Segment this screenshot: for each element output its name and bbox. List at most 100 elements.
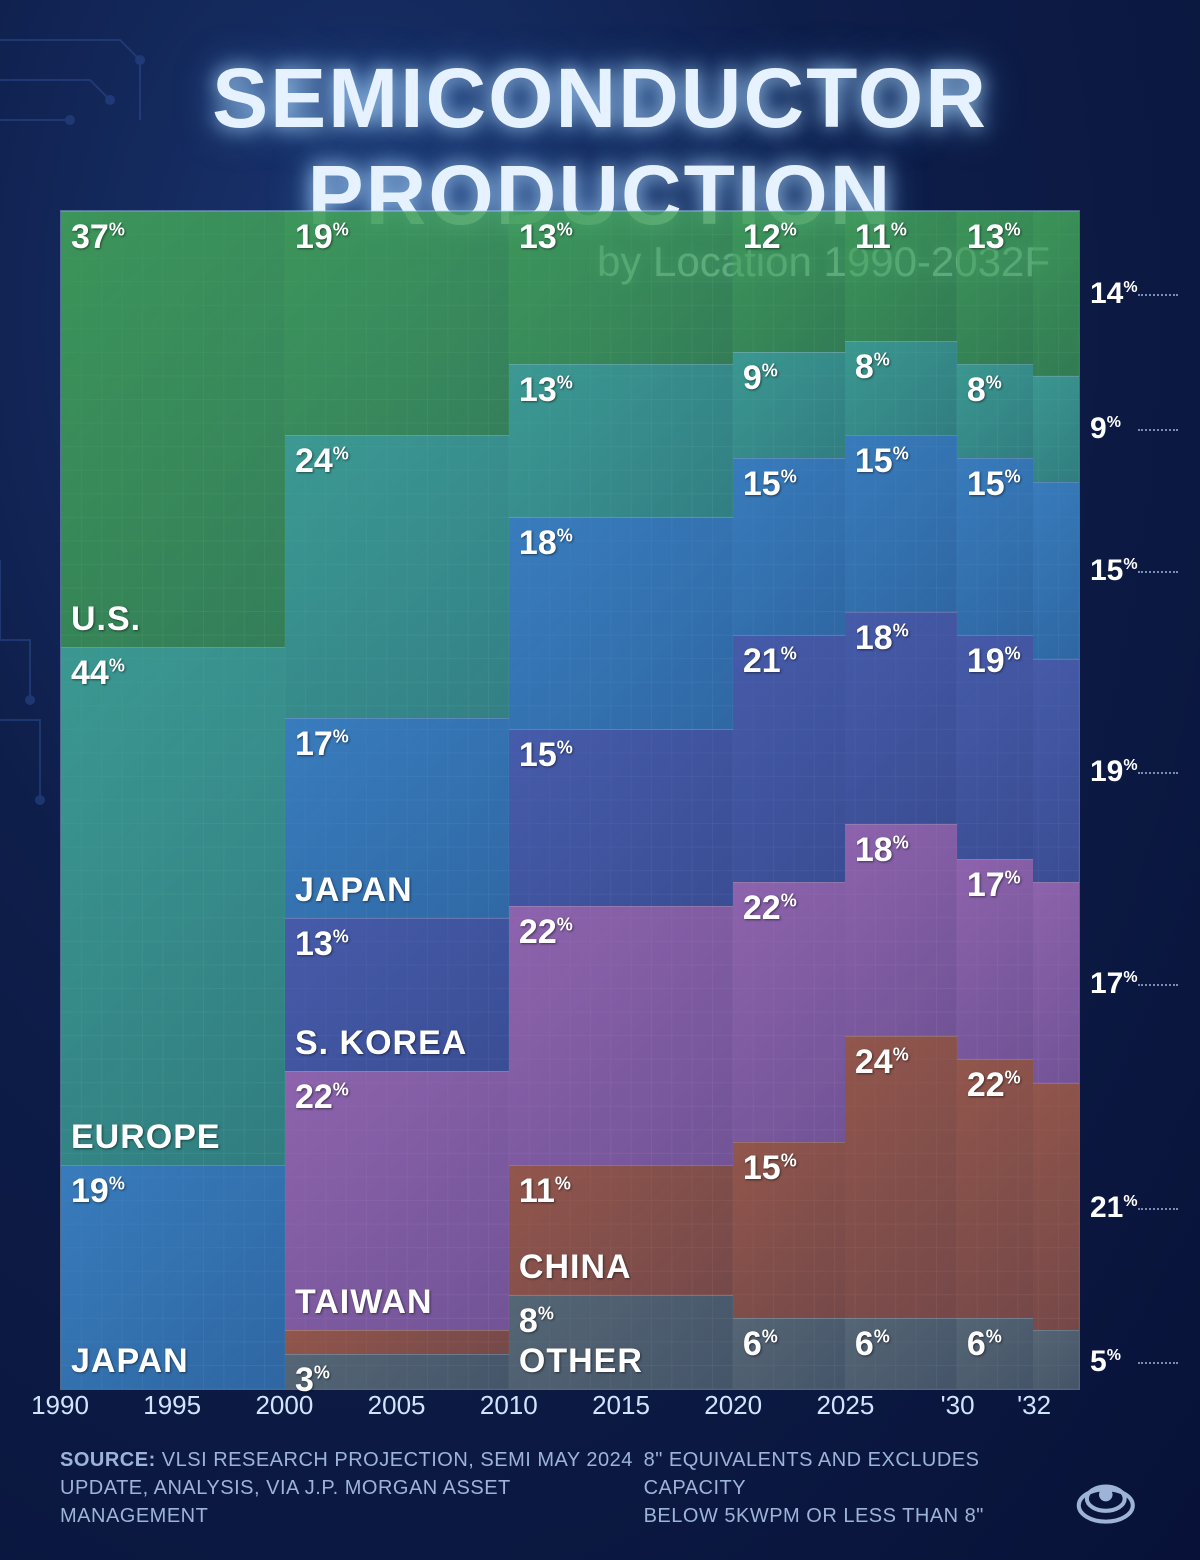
x-tick: '30: [941, 1390, 975, 1421]
pct-label: 17%: [295, 725, 349, 764]
pct-label: 17%: [967, 866, 1021, 905]
pct-label: 8%: [519, 1302, 554, 1341]
segment-us: 13%: [509, 211, 733, 364]
region-name-other: OTHER: [519, 1342, 643, 1381]
pct-label: 11%: [519, 1172, 571, 1211]
region-name-japan: JAPAN: [295, 871, 413, 910]
pct-label: 13%: [519, 371, 573, 410]
segment-skorea: 19%: [957, 635, 1033, 859]
segment-taiwan: 22% TAIWAN: [285, 1071, 509, 1330]
right-pct-label: 5%: [1090, 1345, 1121, 1379]
segment-europe: 44% EUROPE: [61, 647, 285, 1165]
source-label: SOURCE:: [60, 1449, 156, 1471]
pct-label: 15%: [743, 1149, 797, 1188]
segment-other: 6%: [733, 1318, 845, 1389]
pct-label: 15%: [519, 736, 573, 775]
pct-label: 11%: [855, 218, 907, 257]
region-name-japan: JAPAN: [71, 1342, 189, 1381]
segment-skorea: 13%S. KOREA: [285, 918, 509, 1071]
x-tick: 2025: [816, 1390, 874, 1421]
pct-label: 13%: [967, 218, 1021, 257]
segment-us: 37% U.S.: [61, 211, 285, 647]
pct-label: 22%: [295, 1078, 349, 1117]
pct-label: 6%: [967, 1325, 1002, 1364]
pct-label: 18%: [855, 831, 909, 870]
segment-taiwan: [1033, 882, 1079, 1082]
segment-europe: 9%: [733, 352, 845, 458]
region-name-us: U.S.: [71, 600, 141, 639]
region-name-taiwan: TAIWAN: [295, 1283, 433, 1322]
segment-us: 13%: [957, 211, 1033, 364]
pct-label: 44%: [71, 654, 125, 693]
publisher-logo: [1072, 1470, 1140, 1530]
column-'32: [1033, 211, 1079, 1389]
pct-label: 8%: [967, 371, 1002, 410]
x-tick: 2010: [480, 1390, 538, 1421]
column-2020: 12% 9% 15% 21% 22% 15% 6%: [733, 211, 845, 1389]
x-tick: 2015: [592, 1390, 650, 1421]
right-pct-label: 19%: [1090, 755, 1138, 789]
x-tick: 2005: [368, 1390, 426, 1421]
segment-other: 6%: [845, 1318, 957, 1389]
segment-japan: [1033, 482, 1079, 659]
pct-label: 6%: [855, 1325, 890, 1364]
right-pct-label: 17%: [1090, 967, 1138, 1001]
segment-europe: 24%: [285, 435, 509, 718]
x-tick: 1990: [31, 1390, 89, 1421]
segment-europe: 8%: [845, 341, 957, 435]
segment-japan: 15%: [733, 458, 845, 635]
segment-japan: 18%: [509, 517, 733, 729]
segment-europe: [1033, 376, 1079, 482]
pct-label: 8%: [855, 348, 890, 387]
x-axis: 19901995200020052010201520202025'30'32: [60, 1390, 1080, 1422]
pct-label: 18%: [855, 619, 909, 658]
segment-other: 3%: [285, 1354, 509, 1389]
column-2025: 11%8%15%18%18%24%6%: [845, 211, 957, 1389]
region-name-china: CHINA: [519, 1248, 632, 1287]
pct-label: 18%: [519, 524, 573, 563]
footer: SOURCE: VLSI RESEARCH PROJECTION, SEMI M…: [60, 1446, 1140, 1530]
segment-china: [285, 1330, 509, 1354]
segment-us: 19%: [285, 211, 509, 435]
segment-japan: 19% JAPAN: [61, 1165, 285, 1389]
right-pct-label: 14%: [1090, 277, 1138, 311]
right-summary-labels: 14%9%15%19%17%21%5%: [1090, 210, 1180, 1390]
segment-china: 15%: [733, 1142, 845, 1319]
segment-taiwan: 17%: [957, 859, 1033, 1059]
segment-skorea: 18%: [845, 612, 957, 824]
pct-label: 19%: [71, 1172, 125, 1211]
footer-note: 8" EQUIVALENTS AND EXCLUDES CAPACITYBELO…: [644, 1446, 1073, 1530]
pct-label: 22%: [743, 889, 797, 928]
segment-us: 11%: [845, 211, 957, 341]
segment-other: 8%OTHER: [509, 1295, 733, 1389]
segment-us: 12%: [733, 211, 845, 352]
x-tick: 2020: [704, 1390, 762, 1421]
segment-japan: 17% JAPAN: [285, 718, 509, 918]
column-2010: 13% 13% 18% 15% 22% 11% CHINA 8%OTHER: [509, 211, 733, 1389]
column-2000: 19% 24% 17% JAPAN 13%S. KOREA 22% TAIWAN 3%: [285, 211, 509, 1389]
pct-label: 19%: [967, 642, 1021, 681]
pct-label: 13%: [295, 925, 349, 964]
pct-label: 37%: [71, 218, 125, 257]
pct-label: 13%: [519, 218, 573, 257]
right-pct-label: 9%: [1090, 412, 1121, 446]
pct-label: 21%: [743, 642, 797, 681]
pct-label: 6%: [743, 1325, 778, 1364]
region-name-europe: EUROPE: [71, 1118, 221, 1157]
segment-us: [1033, 211, 1079, 376]
segment-taiwan: 22%: [509, 906, 733, 1165]
segment-china: 22%: [957, 1059, 1033, 1318]
segment-other: 6%: [957, 1318, 1033, 1389]
chart-area: 37% U.S. 44% EUROPE 19% JAPAN 19% 24% 17% JAPAN 13…: [60, 210, 1080, 1390]
pct-label: 15%: [967, 465, 1021, 504]
segment-europe: 8%: [957, 364, 1033, 458]
pct-label: 12%: [743, 218, 797, 257]
pct-label: 15%: [743, 465, 797, 504]
pct-label: 22%: [519, 913, 573, 952]
segment-skorea: 15%: [509, 729, 733, 906]
column-'30: 13% 8% 15% 19% 17% 22% 6%: [957, 211, 1033, 1389]
pct-label: 24%: [295, 442, 349, 481]
pct-label: 15%: [855, 442, 909, 481]
segment-skorea: [1033, 659, 1079, 883]
segment-europe: 13%: [509, 364, 733, 517]
